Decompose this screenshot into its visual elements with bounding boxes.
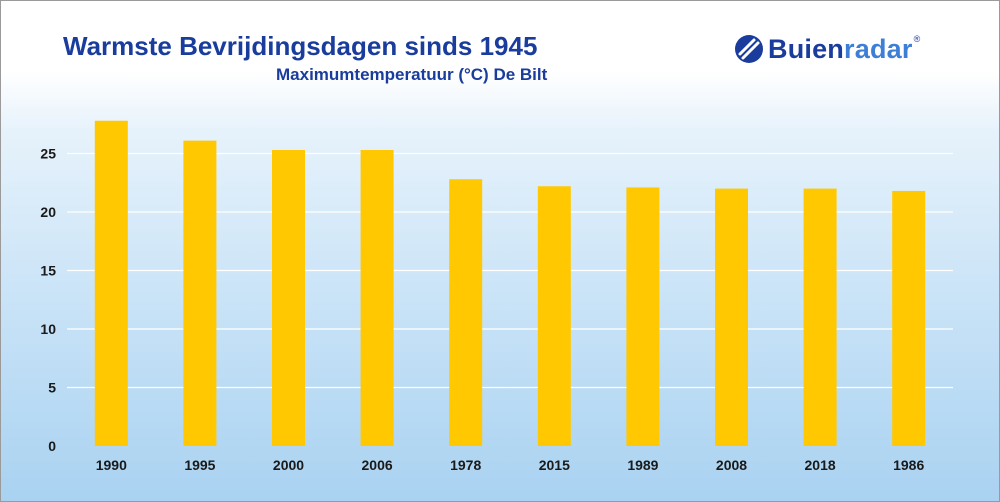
y-tick-label: 20 bbox=[40, 204, 56, 220]
logo-registered-mark: ® bbox=[913, 34, 921, 44]
logo-text-light: radar bbox=[844, 33, 913, 64]
chart-subtitle: Maximumtemperatuur (°C) De Bilt bbox=[276, 65, 548, 84]
x-tick-label: 2008 bbox=[716, 457, 747, 473]
y-axis-ticks: 0 5 10 15 20 25 bbox=[40, 146, 56, 455]
x-tick-label: 2015 bbox=[539, 457, 570, 473]
logo-text-bold: Buien bbox=[768, 33, 845, 64]
x-tick-label: 1978 bbox=[450, 457, 481, 473]
x-tick-label: 2006 bbox=[362, 457, 393, 473]
bar bbox=[626, 187, 660, 446]
x-tick-label: 2018 bbox=[805, 457, 836, 473]
y-tick-label: 25 bbox=[40, 146, 56, 162]
x-tick-label: 1995 bbox=[184, 457, 215, 473]
y-tick-label: 10 bbox=[40, 321, 56, 337]
x-axis-ticks: 1990 1995 2000 2006 1978 2015 1989 2008 2018 1986 bbox=[96, 457, 925, 473]
chart-title: Warmste Bevrijdingsdagen sinds 1945 bbox=[63, 31, 538, 61]
bar bbox=[272, 149, 305, 447]
buienradar-logo-icon bbox=[735, 35, 763, 63]
bar bbox=[803, 188, 837, 446]
bar bbox=[449, 179, 483, 447]
bars bbox=[94, 120, 926, 447]
x-tick-label: 1990 bbox=[96, 457, 127, 473]
bar bbox=[183, 140, 217, 446]
logo-wordmark: Buienradar bbox=[768, 34, 913, 65]
y-tick-label: 15 bbox=[40, 263, 56, 279]
bar bbox=[892, 190, 926, 446]
bar bbox=[360, 149, 394, 447]
x-tick-label: 1986 bbox=[893, 457, 924, 473]
bar bbox=[537, 186, 571, 446]
bar bbox=[715, 188, 748, 446]
buienradar-logo: Buienradar ® bbox=[734, 32, 920, 66]
x-tick-label: 2000 bbox=[273, 457, 304, 473]
y-tick-label: 0 bbox=[48, 438, 56, 454]
y-tick-label: 5 bbox=[48, 380, 56, 396]
x-tick-label: 1989 bbox=[627, 457, 658, 473]
bar bbox=[94, 120, 128, 447]
